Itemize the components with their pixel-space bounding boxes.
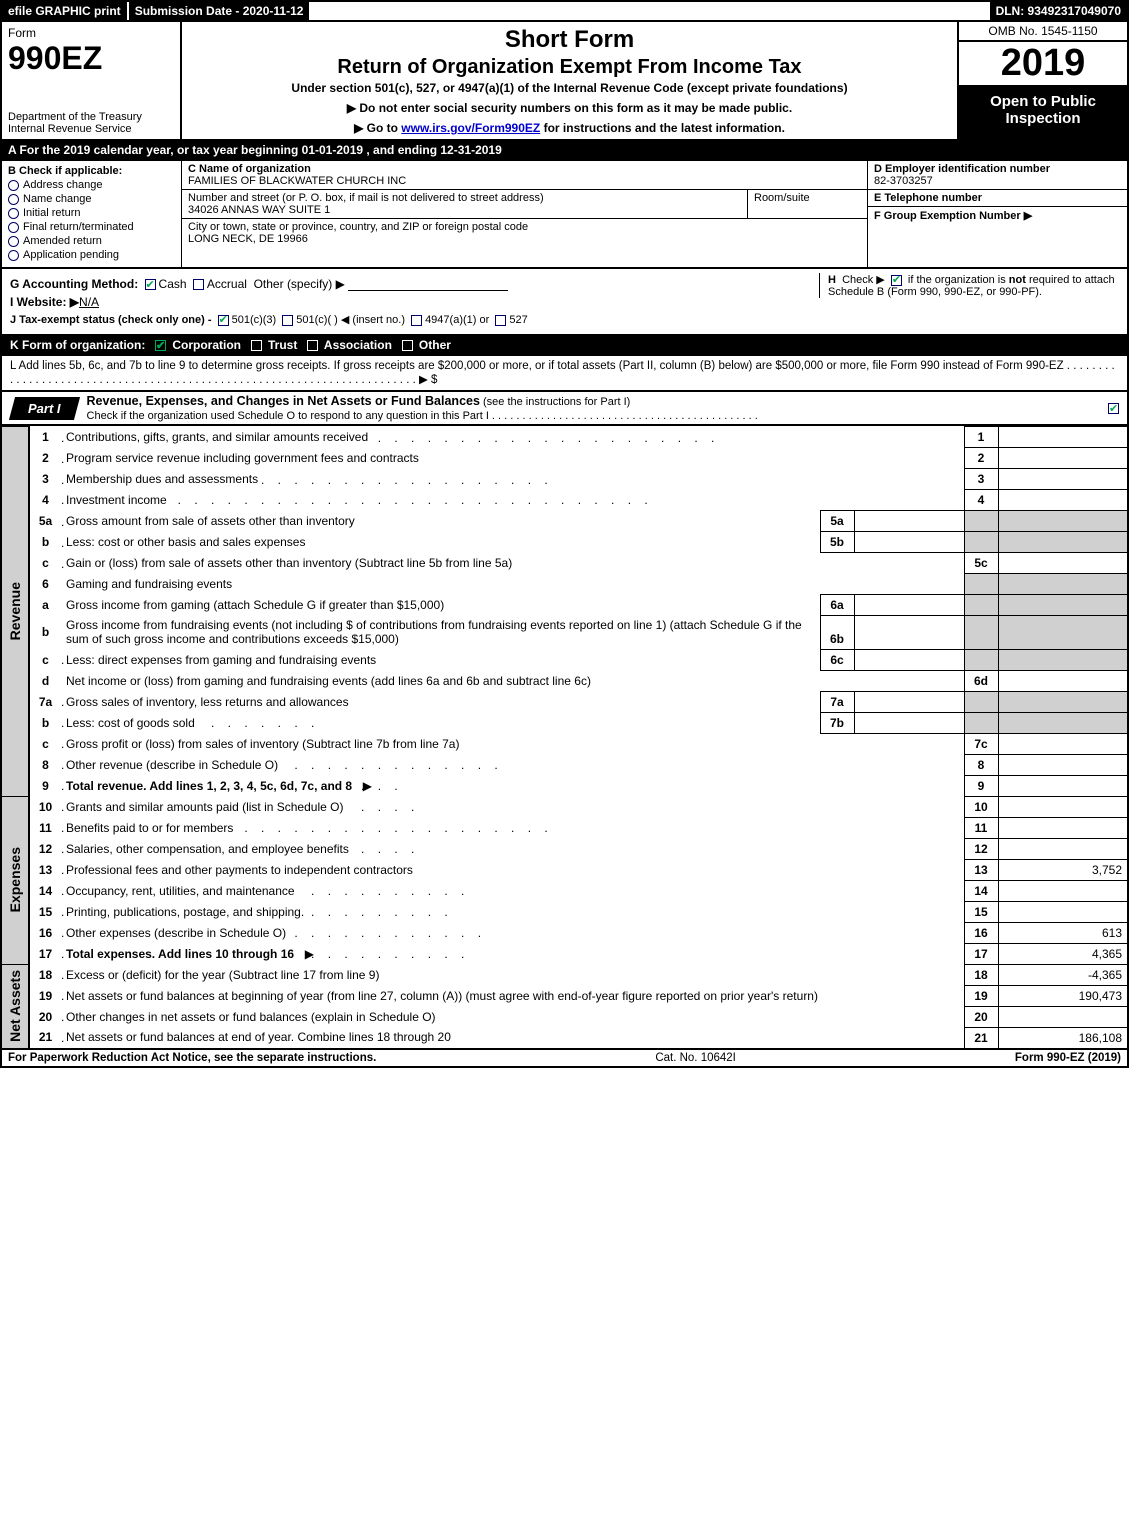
org-name-label: C Name of organization <box>188 163 311 175</box>
expenses-tab: Expenses <box>1 796 29 964</box>
group-exemption-label: F Group Exemption Number ▶ <box>874 210 1032 222</box>
col-b-checkboxes: B Check if applicable: Address change Na… <box>2 161 182 267</box>
dept-treasury: Department of the Treasury <box>8 111 174 123</box>
chk-other-org[interactable] <box>402 340 413 351</box>
open-to-public-badge: Open to Public Inspection <box>959 87 1127 139</box>
line-1-desc: Contributions, gifts, grants, and simila… <box>66 430 372 444</box>
tax-exempt-status-line: J Tax-exempt status (check only one) - 5… <box>10 313 1119 326</box>
line-18-val: -4,365 <box>998 964 1128 985</box>
line-16-val: 613 <box>998 922 1128 943</box>
entity-block: B Check if applicable: Address change Na… <box>0 161 1129 269</box>
chk-accrual[interactable] <box>193 279 204 290</box>
chk-final-return[interactable]: Final return/terminated <box>8 221 175 233</box>
return-title: Return of Organization Exempt From Incom… <box>190 56 949 79</box>
chk-4947a1[interactable] <box>411 315 422 326</box>
short-form-title: Short Form <box>190 26 949 54</box>
page-footer: For Paperwork Reduction Act Notice, see … <box>0 1050 1129 1068</box>
net-assets-tab: Net Assets <box>1 964 29 1049</box>
goto-line: ▶ Go to www.irs.gov/Form990EZ for instru… <box>190 121 949 135</box>
part-1-header: Part I Revenue, Expenses, and Changes in… <box>0 392 1129 426</box>
chk-501c3[interactable] <box>218 315 229 326</box>
other-specify-input[interactable] <box>348 290 508 291</box>
g-i-j-block: G Accounting Method: Cash Accrual Other … <box>0 269 1129 336</box>
k-form-org-bar: K Form of organization: Corporation Trus… <box>0 336 1129 356</box>
top-bar: efile GRAPHIC print Submission Date - 20… <box>0 0 1129 22</box>
part-1-table: Revenue 1 Contributions, gifts, grants, … <box>0 426 1129 1050</box>
chk-h-not-required[interactable] <box>891 275 902 286</box>
part-1-title: Revenue, Expenses, and Changes in Net As… <box>77 392 1105 424</box>
chk-amended-return[interactable]: Amended return <box>8 235 175 247</box>
col-c-org-info: C Name of organization FAMILIES OF BLACK… <box>182 161 867 267</box>
goto-prefix: ▶ Go to <box>354 121 401 135</box>
tax-year: 2019 <box>959 42 1127 87</box>
chk-cash[interactable] <box>145 279 156 290</box>
goto-suffix: for instructions and the latest informat… <box>540 121 785 135</box>
chk-527[interactable] <box>495 315 506 326</box>
cat-no: Cat. No. 10642I <box>376 1052 1015 1064</box>
form-word: Form <box>8 26 174 40</box>
irs-link[interactable]: www.irs.gov/Form990EZ <box>401 121 540 135</box>
col-b-header: B Check if applicable: <box>8 165 175 177</box>
line-17-val: 4,365 <box>998 943 1128 964</box>
part-1-subtitle: Check if the organization used Schedule … <box>87 410 758 422</box>
form-number: 990EZ <box>8 40 174 77</box>
form-no-footer: Form 990-EZ (2019) <box>1015 1052 1121 1064</box>
chk-part1-schedule-o[interactable] <box>1108 403 1119 414</box>
chk-association[interactable] <box>307 340 318 351</box>
form-header: Form 990EZ Department of the Treasury In… <box>0 22 1129 141</box>
chk-trust[interactable] <box>251 340 262 351</box>
k-label: K Form of organization: <box>10 338 145 352</box>
city-value: LONG NECK, DE 19966 <box>188 233 308 245</box>
chk-name-change[interactable]: Name change <box>8 193 175 205</box>
line-1-no: 1 <box>29 427 61 448</box>
org-name-value: FAMILIES OF BLACKWATER CHURCH INC <box>188 175 406 187</box>
omb-number: OMB No. 1545-1150 <box>959 22 1127 42</box>
addr-value: 34026 ANNAS WAY SUITE 1 <box>188 204 330 216</box>
city-label: City or town, state or province, country… <box>188 221 528 233</box>
irs-label: Internal Revenue Service <box>8 123 174 135</box>
col-def: D Employer identification number 82-3703… <box>867 161 1127 267</box>
header-right: OMB No. 1545-1150 2019 Open to Public In… <box>957 22 1127 139</box>
ssn-warning: ▶ Do not enter social security numbers o… <box>190 101 949 115</box>
submission-date-badge: Submission Date - 2020-11-12 <box>127 2 310 20</box>
header-left: Form 990EZ Department of the Treasury In… <box>2 22 182 139</box>
ein-label: D Employer identification number <box>874 163 1050 175</box>
chk-application-pending[interactable]: Application pending <box>8 249 175 261</box>
dln-badge: DLN: 93492317049070 <box>990 2 1127 20</box>
header-middle: Short Form Return of Organization Exempt… <box>182 22 957 139</box>
h-check-box: H Check ▶ if the organization is not req… <box>819 273 1119 298</box>
under-section-text: Under section 501(c), 527, or 4947(a)(1)… <box>190 81 949 95</box>
chk-address-change[interactable]: Address change <box>8 179 175 191</box>
chk-501c[interactable] <box>282 315 293 326</box>
part-1-tab: Part I <box>9 397 80 420</box>
ein-value: 82-3703257 <box>874 175 933 187</box>
phone-label: E Telephone number <box>874 192 982 204</box>
room-suite-label: Room/suite <box>747 190 867 219</box>
chk-corporation[interactable] <box>155 340 166 351</box>
l-gross-receipts-line: L Add lines 5b, 6c, and 7b to line 9 to … <box>0 356 1129 392</box>
tax-year-bar: A For the 2019 calendar year, or tax yea… <box>0 141 1129 161</box>
line-21-val: 186,108 <box>998 1027 1128 1049</box>
addr-label: Number and street (or P. O. box, if mail… <box>188 192 544 204</box>
line-19-val: 190,473 <box>998 985 1128 1006</box>
topbar-spacer <box>309 2 989 20</box>
revenue-tab: Revenue <box>1 427 29 797</box>
chk-initial-return[interactable]: Initial return <box>8 207 175 219</box>
pra-notice: For Paperwork Reduction Act Notice, see … <box>8 1052 376 1064</box>
line-1-val <box>998 427 1128 448</box>
website-value: N/A <box>79 295 99 309</box>
line-13-val: 3,752 <box>998 859 1128 880</box>
efile-print-button[interactable]: efile GRAPHIC print <box>2 2 127 20</box>
line-1-rn: 1 <box>964 427 998 448</box>
